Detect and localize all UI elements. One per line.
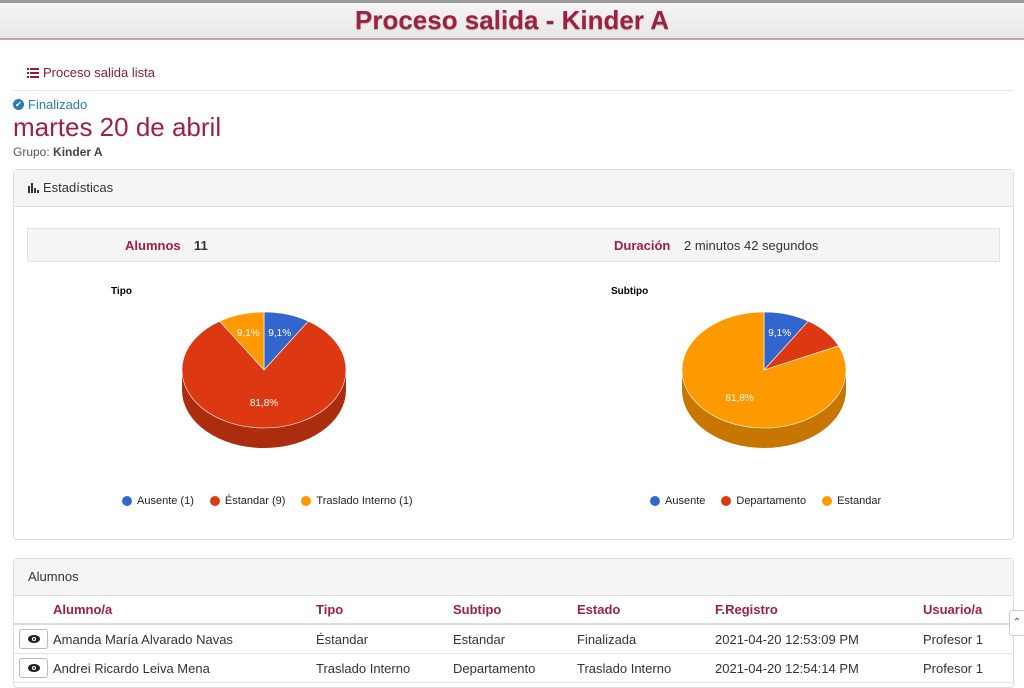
group-value: Kinder A <box>53 145 103 159</box>
pie-depth <box>182 370 346 448</box>
column-header-usuario[interactable]: Usuario/a <box>923 596 1013 625</box>
legend-label: Ausente (1) <box>137 495 194 507</box>
alumnos-label: Alumnos <box>125 238 181 253</box>
group-label: Grupo: <box>13 145 50 159</box>
alumnos-heading: Alumnos <box>28 569 79 584</box>
estado-cell: Finalizada <box>577 624 715 654</box>
page-header: Proceso salida - Kinder A <box>0 0 1024 40</box>
legend-item: Éstandar (9) <box>209 495 286 507</box>
view-button[interactable] <box>19 658 48 678</box>
pie-data-label: 9,1% <box>237 328 260 339</box>
fregistro-cell: 2021-04-20 12:54:14 PM <box>715 653 923 683</box>
column-header-subtipo[interactable]: Subtipo <box>453 596 577 625</box>
bar-chart-icon <box>28 183 39 193</box>
pie-slice <box>681 311 847 429</box>
scroll-to-top-button[interactable]: ⌃ <box>1009 610 1024 636</box>
eye-icon <box>27 664 40 672</box>
legend-swatch <box>122 496 132 506</box>
tipo-cell: Éstandar <box>316 624 453 654</box>
tipo-cell: Traslado Interno <box>316 653 453 683</box>
usuario-cell: Profesor 1 <box>923 653 1013 683</box>
legend-label: Ausente <box>665 495 706 507</box>
legend-item: Departamento <box>721 495 806 507</box>
column-header-estado[interactable]: Estado <box>577 596 715 625</box>
usuario-cell: Profesor 1 <box>923 624 1013 654</box>
table-header-row: Alumno/a Tipo Subtipo Estado F.Registro … <box>14 596 1013 625</box>
alumno-cell: Andrei Ricardo Leiva Mena <box>53 653 316 683</box>
column-header-tipo[interactable]: Tipo <box>316 596 453 625</box>
alumnos-panel: Alumnos Alumno/a Tipo Subtipo Estado F.R… <box>13 558 1014 688</box>
legend-item: Traslado Interno (1) <box>301 495 413 507</box>
group-line: Grupo: Kinder A <box>13 145 103 159</box>
legend-swatch <box>301 496 312 506</box>
alumnos-panel-header: Alumnos <box>14 559 1013 596</box>
statistics-panel-header: Estadísticas <box>14 170 1013 207</box>
status-badge: ✔ Finalizado <box>13 97 87 112</box>
list-link-label: Proceso salida lista <box>43 65 155 80</box>
pie-slice <box>219 311 265 371</box>
table-row: Amanda María Alvarado Navas Éstandar Est… <box>14 624 1013 654</box>
legend-item: Ausente <box>650 495 705 507</box>
pie-slice <box>181 320 347 429</box>
pie-data-label: 81,8% <box>250 398 278 409</box>
duracion-value: 2 minutos 42 segundos <box>684 238 819 253</box>
subtipo-cell: Estandar <box>453 624 577 654</box>
legend-label: Departamento <box>736 495 807 507</box>
chevron-up-icon: ⌃ <box>1012 617 1022 628</box>
duracion-label: Duración <box>614 238 671 253</box>
legend-swatch <box>650 496 660 506</box>
page-title: Proceso salida - Kinder A <box>354 5 670 35</box>
statistics-heading: Estadísticas <box>43 180 114 195</box>
legend-label: Estandar <box>837 495 882 507</box>
estado-cell: Traslado Interno <box>577 653 715 683</box>
date-title: martes 20 de abril <box>13 112 222 142</box>
pie-data-label: 9,1% <box>768 328 791 339</box>
pie-data-label: 81,8% <box>725 393 753 404</box>
view-button[interactable] <box>19 629 48 649</box>
status-label: Finalizado <box>28 97 88 112</box>
check-circle-icon: ✔ <box>13 99 24 110</box>
pie-depth <box>682 370 846 448</box>
fregistro-cell: 2021-04-20 12:53:09 PM <box>715 624 923 654</box>
summary-bar: Alumnos 11 Duración 2 minutos 42 segundo… <box>27 228 1000 262</box>
column-header-alumno[interactable]: Alumno/a <box>53 596 316 625</box>
legend-label: Éstandar (9) <box>224 495 286 507</box>
action-column-header <box>14 596 53 625</box>
action-cell <box>14 653 53 683</box>
divider <box>13 90 1014 91</box>
alumnos-count: 11 <box>194 238 208 253</box>
legend-swatch <box>822 496 833 506</box>
legend-item: Ausente (1) <box>122 495 194 507</box>
legend-swatch <box>209 496 220 506</box>
chart-title-subtipo: Subtipo <box>611 286 649 297</box>
chart-title-tipo: Tipo <box>111 286 132 297</box>
legend-subtipo: Ausente Departamento Estandar <box>650 495 897 507</box>
legend-swatch <box>721 496 732 506</box>
pie-data-label: 9,1% <box>268 328 291 339</box>
pie-chart-subtipo: 9,1% 81,8% <box>681 311 847 448</box>
table-row: Andrei Ricardo Leiva Mena Traslado Inter… <box>14 653 1013 683</box>
legend-label: Traslado Interno (1) <box>316 495 413 507</box>
eye-icon <box>27 635 40 643</box>
proceso-salida-lista-link[interactable]: Proceso salida lista <box>27 65 155 80</box>
pie-chart-tipo: 9,1% 81,8% 9,1% <box>181 311 347 448</box>
alumno-cell: Amanda María Alvarado Navas <box>53 624 316 654</box>
action-cell <box>14 624 53 654</box>
column-header-fregistro[interactable]: F.Registro <box>715 596 923 625</box>
legend-item: Estandar <box>822 495 881 507</box>
statistics-panel: Estadísticas Alumnos 11 Duración 2 minut… <box>13 169 1014 540</box>
list-icon <box>27 67 39 78</box>
legend-tipo: Ausente (1) Éstandar (9) Traslado Interno … <box>122 495 429 507</box>
subtipo-cell: Departamento <box>453 653 577 683</box>
